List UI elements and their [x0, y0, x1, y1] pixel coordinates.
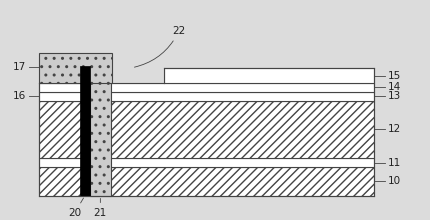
Bar: [39, 167, 374, 196]
Text: 22: 22: [134, 26, 185, 67]
Text: 21: 21: [93, 198, 107, 218]
Text: 11: 11: [387, 158, 399, 168]
Text: 13: 13: [387, 91, 399, 101]
Bar: [39, 158, 374, 167]
Bar: [39, 68, 163, 82]
Text: 17: 17: [13, 62, 26, 72]
Bar: [39, 101, 374, 158]
Bar: [80, 66, 89, 196]
Text: 12: 12: [387, 124, 399, 134]
Bar: [39, 53, 111, 82]
Text: 16: 16: [13, 91, 26, 101]
Bar: [89, 66, 111, 196]
Text: 10: 10: [387, 176, 399, 186]
Bar: [163, 68, 374, 82]
Text: 15: 15: [387, 71, 399, 81]
Bar: [39, 82, 374, 92]
Bar: [39, 92, 374, 101]
Text: 14: 14: [387, 82, 399, 92]
Text: 20: 20: [68, 198, 83, 218]
